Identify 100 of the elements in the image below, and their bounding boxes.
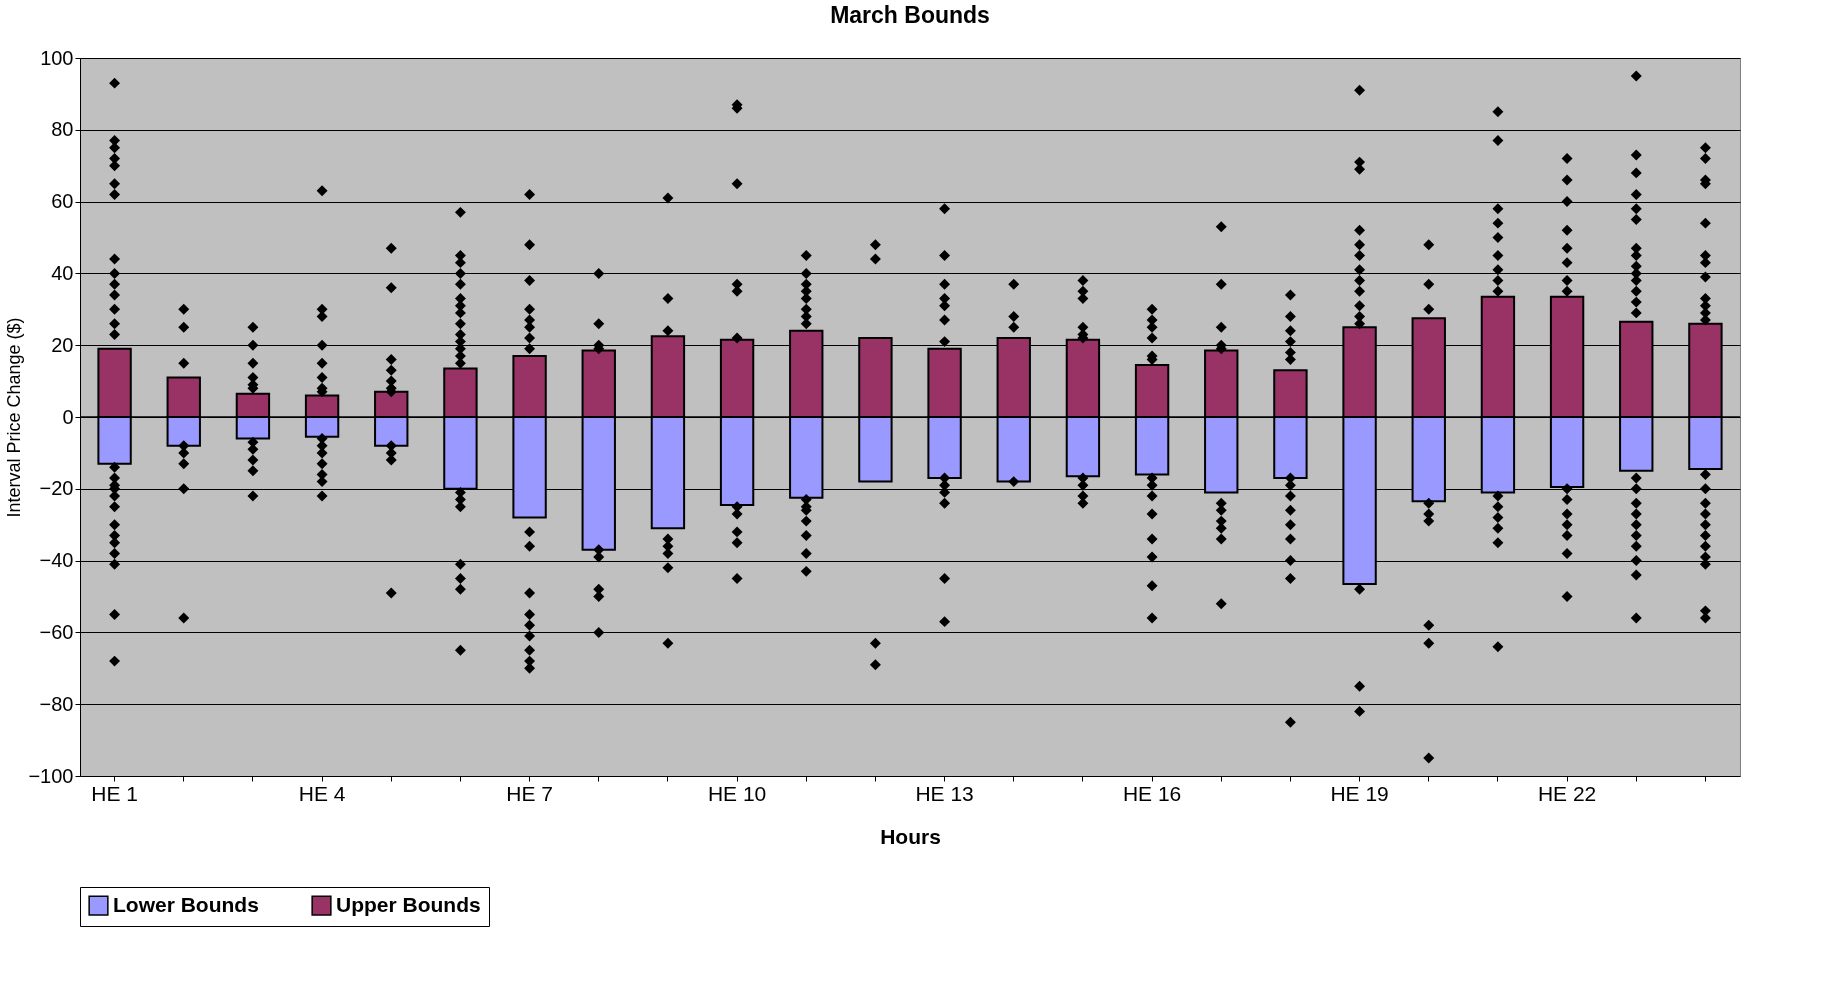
point — [1284, 490, 1296, 502]
point — [178, 458, 190, 470]
y-tick-label: 20 — [51, 333, 74, 356]
point — [454, 278, 466, 290]
point — [1561, 285, 1573, 297]
point — [1492, 106, 1504, 118]
point — [1492, 285, 1504, 297]
point — [1008, 278, 1020, 290]
point — [1630, 214, 1642, 226]
point — [1699, 142, 1711, 154]
point — [247, 490, 259, 502]
point — [109, 267, 121, 279]
point — [800, 293, 812, 305]
point — [939, 203, 951, 215]
point — [1630, 569, 1642, 581]
point — [939, 249, 951, 261]
point — [1284, 336, 1296, 348]
point — [1630, 540, 1642, 552]
point — [1146, 332, 1158, 344]
point — [1215, 221, 1227, 233]
point — [385, 242, 397, 254]
point — [178, 357, 190, 369]
y-tick-label: 100 — [40, 46, 74, 69]
legend-label: Upper Bounds — [336, 892, 481, 916]
point — [109, 278, 121, 290]
point — [316, 357, 328, 369]
point — [178, 483, 190, 495]
point — [1630, 167, 1642, 179]
point — [109, 461, 121, 473]
point — [593, 318, 605, 330]
point — [1630, 497, 1642, 509]
point — [593, 591, 605, 602]
point — [1146, 533, 1158, 545]
point — [109, 547, 121, 559]
point — [1630, 483, 1642, 495]
point — [1561, 224, 1573, 236]
point — [1146, 490, 1158, 502]
point — [1423, 239, 1435, 251]
point — [1354, 249, 1366, 261]
point — [1423, 637, 1435, 649]
point — [1630, 472, 1642, 484]
point — [1630, 188, 1642, 200]
point — [1492, 249, 1504, 261]
point — [1630, 203, 1642, 215]
point — [1492, 217, 1504, 229]
point — [1561, 257, 1573, 269]
point — [454, 644, 466, 656]
point — [731, 573, 743, 585]
point — [1215, 278, 1227, 290]
point — [1077, 293, 1089, 305]
point — [524, 644, 536, 656]
point — [593, 626, 605, 638]
point — [731, 537, 743, 549]
x-tick-label: HE 4 — [298, 781, 346, 805]
point — [1354, 264, 1366, 276]
point — [524, 343, 536, 355]
x-tick-label: HE 13 — [915, 781, 974, 805]
point — [1077, 275, 1089, 287]
point — [1492, 232, 1504, 243]
point — [1423, 752, 1435, 764]
point — [1699, 540, 1711, 552]
point — [524, 540, 536, 552]
point — [109, 558, 121, 570]
point — [800, 515, 812, 527]
point — [800, 565, 812, 577]
point — [731, 332, 743, 344]
point — [1284, 555, 1296, 567]
point — [662, 562, 674, 574]
point — [1284, 311, 1296, 322]
point — [869, 659, 881, 671]
point — [316, 458, 328, 470]
point — [524, 619, 536, 631]
point — [1146, 551, 1158, 563]
point — [1561, 483, 1573, 495]
point — [662, 637, 674, 649]
point — [1561, 153, 1573, 164]
point — [1699, 497, 1711, 509]
point — [454, 318, 466, 330]
point — [1561, 242, 1573, 254]
point — [524, 587, 536, 599]
point — [1561, 196, 1573, 208]
point — [316, 339, 328, 351]
point — [869, 253, 881, 265]
y-tick-label: −60 — [39, 620, 74, 643]
point — [1354, 285, 1366, 297]
point — [1215, 321, 1227, 333]
point — [109, 188, 121, 200]
point — [1492, 641, 1504, 653]
point — [1561, 519, 1573, 531]
point — [1146, 580, 1158, 592]
point — [247, 465, 259, 477]
point — [731, 178, 743, 190]
point — [109, 519, 121, 531]
point — [1630, 70, 1642, 82]
point — [1354, 705, 1366, 717]
point — [524, 526, 536, 538]
point — [869, 637, 881, 649]
y-tick-label: 60 — [51, 190, 74, 213]
x-tick-label: HE 7 — [506, 781, 553, 805]
point — [109, 655, 121, 667]
